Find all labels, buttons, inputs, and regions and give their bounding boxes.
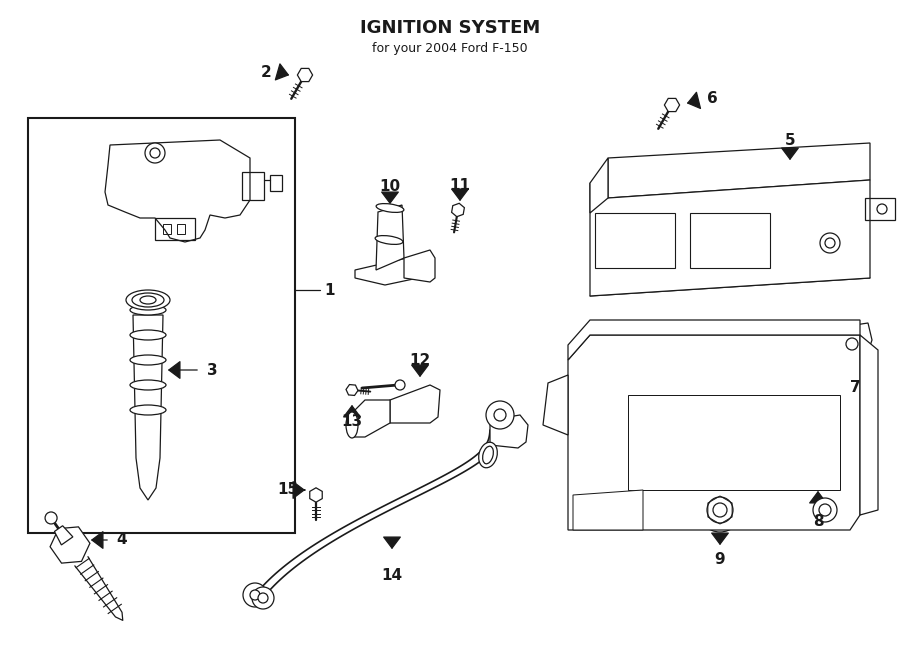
Text: for your 2004 Ford F-150: for your 2004 Ford F-150 [373, 42, 527, 54]
Text: IGNITION SYSTEM: IGNITION SYSTEM [360, 19, 540, 37]
Circle shape [252, 587, 274, 609]
Ellipse shape [376, 204, 404, 213]
Polygon shape [297, 68, 312, 81]
Text: 2: 2 [261, 64, 272, 79]
Circle shape [825, 238, 835, 248]
Ellipse shape [130, 305, 166, 315]
Polygon shape [590, 158, 608, 213]
Text: 12: 12 [410, 352, 430, 367]
Polygon shape [355, 255, 420, 285]
Text: 4: 4 [117, 532, 127, 547]
Bar [865, 198, 895, 220]
Circle shape [250, 590, 260, 600]
Bar [270, 175, 282, 191]
Polygon shape [568, 335, 860, 530]
Polygon shape [835, 323, 872, 360]
Polygon shape [352, 400, 390, 437]
Bar [242, 172, 264, 200]
Circle shape [877, 204, 887, 214]
Bar [595, 213, 675, 268]
Ellipse shape [375, 236, 403, 244]
Ellipse shape [126, 290, 170, 310]
Polygon shape [105, 140, 250, 242]
Text: 1: 1 [325, 283, 336, 297]
Polygon shape [346, 385, 358, 395]
Polygon shape [390, 385, 440, 423]
Polygon shape [664, 99, 680, 112]
Text: 8: 8 [813, 514, 824, 530]
Polygon shape [310, 488, 322, 502]
Polygon shape [54, 526, 73, 545]
Circle shape [45, 512, 57, 524]
Text: 10: 10 [380, 179, 400, 193]
Circle shape [713, 503, 727, 517]
Text: 6: 6 [706, 91, 717, 105]
Circle shape [150, 148, 160, 158]
Bar [28, 118, 295, 533]
Circle shape [395, 380, 405, 390]
Circle shape [819, 504, 831, 516]
Circle shape [494, 409, 506, 421]
Circle shape [145, 143, 165, 163]
Text: 11: 11 [449, 177, 471, 193]
Text: 15: 15 [277, 483, 299, 498]
Ellipse shape [346, 412, 358, 438]
Ellipse shape [479, 442, 498, 468]
Circle shape [243, 583, 267, 607]
Circle shape [486, 401, 514, 429]
Ellipse shape [132, 293, 164, 307]
Bar [690, 213, 770, 268]
Circle shape [258, 593, 268, 603]
Polygon shape [860, 335, 878, 515]
Ellipse shape [130, 405, 166, 415]
Text: 3: 3 [207, 363, 217, 377]
Text: 14: 14 [382, 567, 402, 583]
Polygon shape [590, 180, 870, 296]
Ellipse shape [482, 446, 493, 464]
Polygon shape [404, 250, 435, 282]
Ellipse shape [130, 355, 166, 365]
Circle shape [698, 488, 742, 532]
Polygon shape [490, 415, 528, 448]
Bar [163, 224, 171, 234]
Ellipse shape [140, 296, 156, 304]
Polygon shape [543, 375, 568, 435]
Polygon shape [573, 490, 643, 530]
Circle shape [813, 498, 837, 522]
Polygon shape [133, 315, 163, 500]
Polygon shape [628, 395, 840, 490]
Ellipse shape [130, 330, 166, 340]
Text: 9: 9 [715, 553, 725, 567]
Polygon shape [452, 203, 464, 216]
Text: 13: 13 [341, 414, 363, 430]
Circle shape [707, 497, 733, 523]
Ellipse shape [130, 380, 166, 390]
Bar [155, 218, 195, 240]
Polygon shape [50, 527, 90, 563]
Polygon shape [568, 320, 860, 360]
Text: 7: 7 [850, 379, 860, 395]
Circle shape [820, 233, 840, 253]
Circle shape [846, 338, 858, 350]
Polygon shape [608, 143, 870, 198]
Text: 5: 5 [785, 132, 796, 148]
Polygon shape [376, 205, 404, 270]
Bar [177, 224, 185, 234]
